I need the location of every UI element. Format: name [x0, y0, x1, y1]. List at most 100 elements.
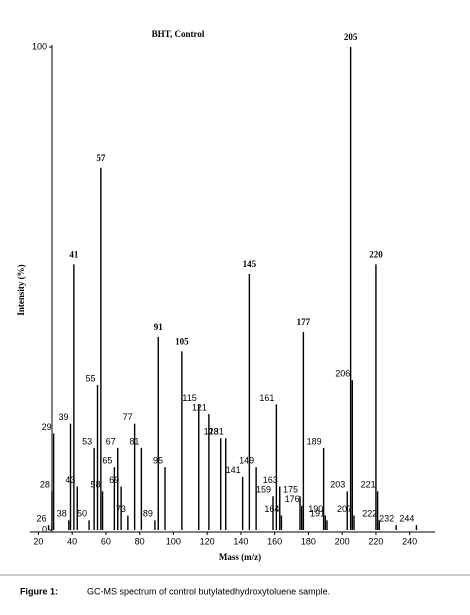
peak-label: 244 — [399, 514, 414, 524]
peak — [255, 467, 257, 530]
peak-label: 121 — [192, 402, 207, 412]
peak-label: 53 — [82, 436, 92, 446]
x-tick-label: 200 — [335, 536, 350, 546]
peak-label: 221 — [361, 480, 376, 490]
peak — [76, 486, 78, 530]
peak-label: 131 — [209, 427, 224, 437]
peak-label: 41 — [69, 249, 79, 259]
peak — [198, 404, 200, 530]
peak-label: 29 — [42, 422, 52, 432]
y-tick-label: 100 — [32, 41, 47, 51]
peak-label: 26 — [37, 514, 47, 524]
peak — [100, 167, 102, 530]
peak — [157, 336, 159, 530]
peak-label: 149 — [239, 456, 254, 466]
peak — [225, 438, 227, 530]
peak — [93, 447, 95, 530]
peak-label: 191 — [310, 509, 325, 519]
x-tick-label: 240 — [402, 536, 417, 546]
x-tick-label: 140 — [233, 536, 248, 546]
peak — [101, 491, 104, 530]
x-tick-label: 40 — [67, 536, 77, 546]
peak — [154, 520, 156, 530]
peak-label: 222 — [362, 509, 377, 519]
peak — [351, 380, 354, 530]
x-axis-label: Mass (m/z) — [219, 552, 261, 562]
peak — [272, 496, 274, 530]
peak — [279, 486, 281, 530]
y-axis-label: Intensity (%) — [16, 264, 26, 315]
peak — [280, 515, 283, 530]
x-tick-label: 100 — [166, 536, 181, 546]
peak-label: 115 — [182, 393, 196, 403]
x-tick-label: 80 — [135, 536, 145, 546]
y-tick-label: 0 — [42, 524, 47, 534]
peak — [322, 447, 325, 530]
peak-label: 159 — [256, 485, 271, 495]
peak-label: 203 — [330, 480, 345, 490]
peak-label: 220 — [369, 249, 383, 259]
peak — [47, 525, 50, 530]
x-tick-label: 120 — [200, 536, 215, 546]
peak — [140, 447, 143, 530]
peak-label: 189 — [307, 436, 322, 446]
caption-text: GC-MS spectrum of control butylatedhydro… — [87, 586, 330, 596]
peak — [346, 491, 348, 530]
peak-label: 77 — [123, 412, 133, 422]
peak — [326, 520, 328, 530]
peak-label: 177 — [297, 317, 311, 327]
peak-label: 161 — [259, 393, 274, 403]
x-tick-label: 220 — [368, 536, 383, 546]
peak-label: 50 — [77, 509, 87, 519]
peak — [299, 496, 301, 530]
peak — [302, 331, 305, 530]
peak — [69, 423, 72, 530]
peak — [378, 520, 381, 530]
peak — [133, 423, 136, 530]
peak-label: 206 — [335, 369, 350, 379]
peak-label: 55 — [85, 373, 95, 383]
peak — [73, 264, 75, 530]
peak-label: 175 — [283, 485, 298, 495]
peak-label: 67 — [106, 436, 116, 446]
peak — [300, 505, 303, 530]
peak — [181, 351, 183, 530]
peak — [375, 264, 377, 530]
peak — [113, 467, 116, 530]
peak-label: 164 — [264, 504, 279, 514]
peak-label: 91 — [154, 322, 164, 332]
peak-label: 163 — [263, 475, 278, 485]
peak — [117, 447, 119, 530]
peak-label: 39 — [58, 412, 68, 422]
peak-label: 207 — [337, 504, 352, 514]
peak — [51, 491, 53, 530]
chart-title: BHT, Control — [152, 29, 205, 39]
peak-label: 81 — [129, 436, 139, 446]
peak-label: 43 — [65, 475, 75, 485]
peak-label: 145 — [243, 259, 257, 269]
peak — [68, 520, 70, 530]
peak — [219, 438, 222, 530]
peak — [324, 515, 327, 530]
peak — [120, 486, 122, 530]
peak-label: 38 — [57, 509, 67, 519]
peak — [241, 476, 244, 530]
peak — [349, 47, 352, 530]
peak — [248, 274, 251, 530]
peak — [96, 385, 99, 530]
peak — [208, 414, 210, 530]
peak-label: 57 — [96, 153, 106, 163]
peak — [164, 467, 166, 530]
peak-label: 89 — [143, 509, 153, 519]
peak-label: 28 — [40, 480, 50, 490]
peak-label: 190 — [308, 504, 323, 514]
peak-label: 205 — [344, 32, 358, 42]
peak — [395, 525, 397, 530]
peak — [275, 404, 278, 530]
peak-label: 69 — [109, 475, 119, 485]
peak-label: 95 — [153, 456, 163, 466]
peak-label: 65 — [102, 456, 112, 466]
peak-label: 128 — [204, 427, 219, 437]
peak — [415, 525, 418, 530]
